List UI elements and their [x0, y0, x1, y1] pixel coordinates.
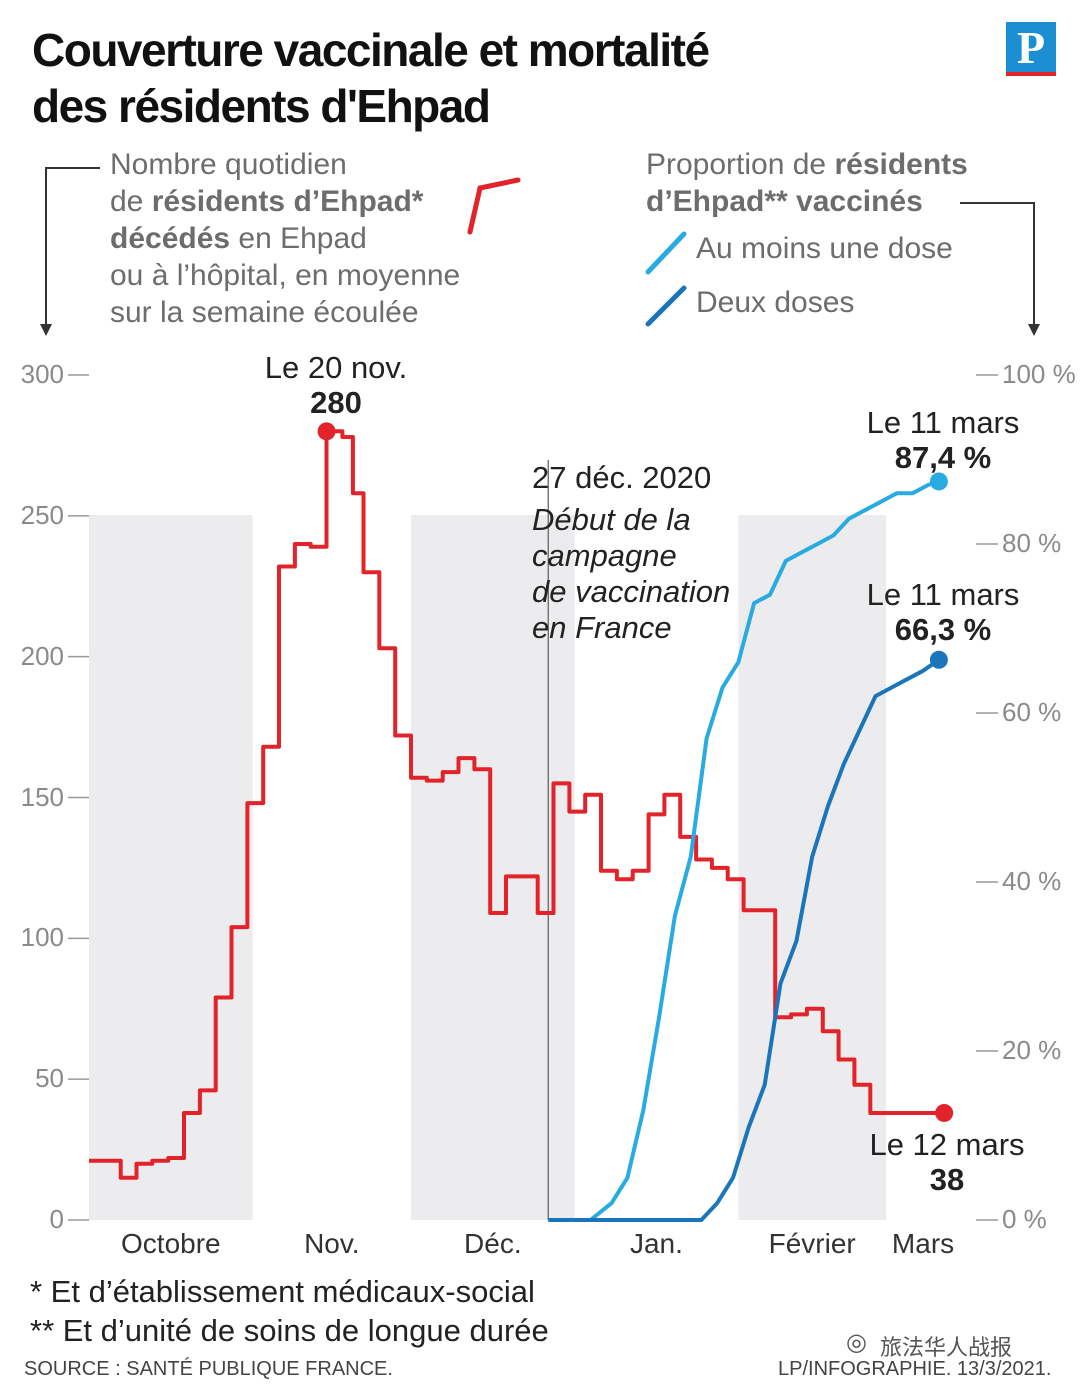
- right-legend-line-1: Proportion de résidents: [646, 146, 1026, 183]
- campaign-text-4: en France: [532, 610, 672, 645]
- series-layer: [89, 429, 945, 1222]
- left-legend-line-1: Nombre quotidien: [110, 148, 347, 181]
- y-right-tick-label: 80 %: [1002, 528, 1062, 558]
- peak-marker: [317, 422, 336, 441]
- deaths-end-value-text: 38: [929, 1162, 965, 1197]
- left-arrow-icon: [40, 324, 52, 336]
- y-left-tick-label: 300: [20, 359, 64, 389]
- left-legend-text: de: [110, 185, 152, 218]
- y-right-tick-label: 20 %: [1002, 1035, 1062, 1065]
- footnote-2: ** Et d’unité de soins de longue durée: [30, 1313, 549, 1348]
- two-dose-value: 66,3 %: [856, 612, 1030, 647]
- peak-annotation: Le 20 nov. 280: [236, 350, 436, 420]
- right-legend-text: Proportion de: [646, 148, 835, 181]
- month-bands: [89, 515, 887, 1220]
- two-doses-legend-mark: [645, 285, 687, 327]
- deaths-end-label: Le 12 mars: [869, 1127, 1025, 1162]
- logo-stripe: [1006, 72, 1056, 76]
- left-legend-bold-2: décédés: [110, 222, 231, 255]
- right-legend-bold-2: d’Ehpad** vaccinés: [646, 185, 923, 218]
- x-tick-label: Février: [768, 1228, 856, 1259]
- legend-marks: [467, 177, 687, 327]
- left-legend-text-2: en Ehpad: [230, 222, 367, 255]
- deaths-end-annotation: Le 12 mars 38: [862, 1127, 1032, 1197]
- footnote-1: * Et d’établissement médicaux-social: [30, 1274, 535, 1309]
- axis-ticks: [40, 167, 1040, 1221]
- one-dose-value-text: 87,4 %: [894, 440, 992, 475]
- campaign-text-2: campagne: [532, 538, 677, 573]
- legend-item-two-doses: Deux doses: [696, 286, 855, 319]
- x-tick-label: Mars: [891, 1228, 955, 1259]
- two-doses-end-marker: [929, 650, 948, 669]
- left-legend: Nombre quotidien de résidents d’Ehpad* d…: [110, 146, 530, 331]
- left-legend-line-5: sur la semaine écoulée: [110, 296, 419, 329]
- chart-title: Couverture vaccinale et mortalité des ré…: [32, 22, 752, 134]
- y-right-tick-label: 60 %: [1002, 697, 1062, 727]
- wechat-icon: ◎: [846, 1329, 867, 1356]
- deaths-end-marker: [935, 1103, 954, 1122]
- peak-label: Le 20 nov.: [264, 350, 408, 385]
- left-legend-leader: [45, 167, 100, 328]
- month-band: [411, 515, 575, 1220]
- one-dose-annotation: Le 11 mars 87,4 %: [856, 405, 1030, 475]
- credit-text: LP/INFOGRAPHIE. 13/3/2021.: [778, 1358, 1052, 1380]
- end-markers: [317, 422, 954, 1122]
- two-dose-label: Le 11 mars: [866, 577, 1020, 612]
- y-left-tick-label: 50: [35, 1063, 64, 1094]
- two-dose-annotation: Le 11 mars 66,3 %: [856, 577, 1030, 647]
- right-legend-line-2: d’Ehpad** vaccinés: [646, 183, 1026, 220]
- peak-value: 280: [236, 385, 436, 420]
- title-line-2: des résidents d'Ehpad: [32, 80, 491, 132]
- one-dose-end-marker: [929, 472, 948, 491]
- one-dose-label: Le 11 mars: [866, 405, 1020, 440]
- peak-value-text: 280: [310, 385, 362, 420]
- campaign-text-1: Début de la: [532, 502, 691, 537]
- campaign-annotation: 27 déc. 2020 Début de la campagne de vac…: [532, 460, 792, 646]
- watermark-text: 旅法华人战报: [880, 1335, 1013, 1360]
- left-legend-line-3: décédés en Ehpad: [110, 220, 530, 257]
- legend-item-one-dose: Au moins une dose: [696, 232, 953, 265]
- title-line-1: Couverture vaccinale et mortalité: [32, 24, 710, 76]
- x-tick-label: Nov.: [304, 1228, 360, 1259]
- y-left-tick-label: 200: [20, 640, 64, 671]
- y-left-tick-label: 150: [20, 781, 64, 812]
- campaign-date: 27 déc. 2020: [532, 460, 712, 495]
- publisher-logo: P: [1006, 22, 1056, 76]
- two-dose-value-text: 66,3 %: [894, 612, 992, 647]
- campaign-text-3: de vaccination: [532, 574, 731, 609]
- x-tick-label: Jan.: [629, 1228, 683, 1259]
- month-band: [89, 515, 253, 1220]
- y-right-tick-label: 100 %: [1002, 359, 1076, 389]
- right-legend: Proportion de résidents d’Ehpad** vaccin…: [646, 146, 1026, 220]
- y-right-tick-label: 0 %: [1002, 1204, 1047, 1234]
- left-legend-bold: résidents d’Ehpad*: [151, 185, 424, 218]
- left-legend-line-2: de résidents d’Ehpad*: [110, 183, 530, 220]
- right-arrow-icon: [1028, 324, 1040, 336]
- two-doses-series-line: [548, 658, 941, 1222]
- y-left-tick-label: 100: [20, 922, 64, 953]
- left-legend-line-4: ou à l’hôpital, en moyenne: [110, 259, 461, 292]
- one-dose-legend-mark: [645, 231, 687, 275]
- y-left-tick-label: 250: [20, 499, 64, 530]
- right-legend-leader: [960, 202, 1035, 328]
- right-legend-bold: résidents: [834, 148, 968, 181]
- one-dose-series-line: [548, 479, 940, 1222]
- y-right-tick-label: 40 %: [1002, 866, 1062, 896]
- x-tick-label: Octobre: [121, 1228, 221, 1259]
- y-left-tick-label: 0: [49, 1204, 64, 1234]
- source-text: SOURCE : SANTÉ PUBLIQUE FRANCE.: [24, 1358, 393, 1380]
- deaths-legend-mark: [467, 177, 521, 235]
- one-dose-value: 87,4 %: [856, 440, 1030, 475]
- deaths-end-value: 38: [862, 1162, 1032, 1197]
- x-tick-label: Déc.: [464, 1228, 522, 1259]
